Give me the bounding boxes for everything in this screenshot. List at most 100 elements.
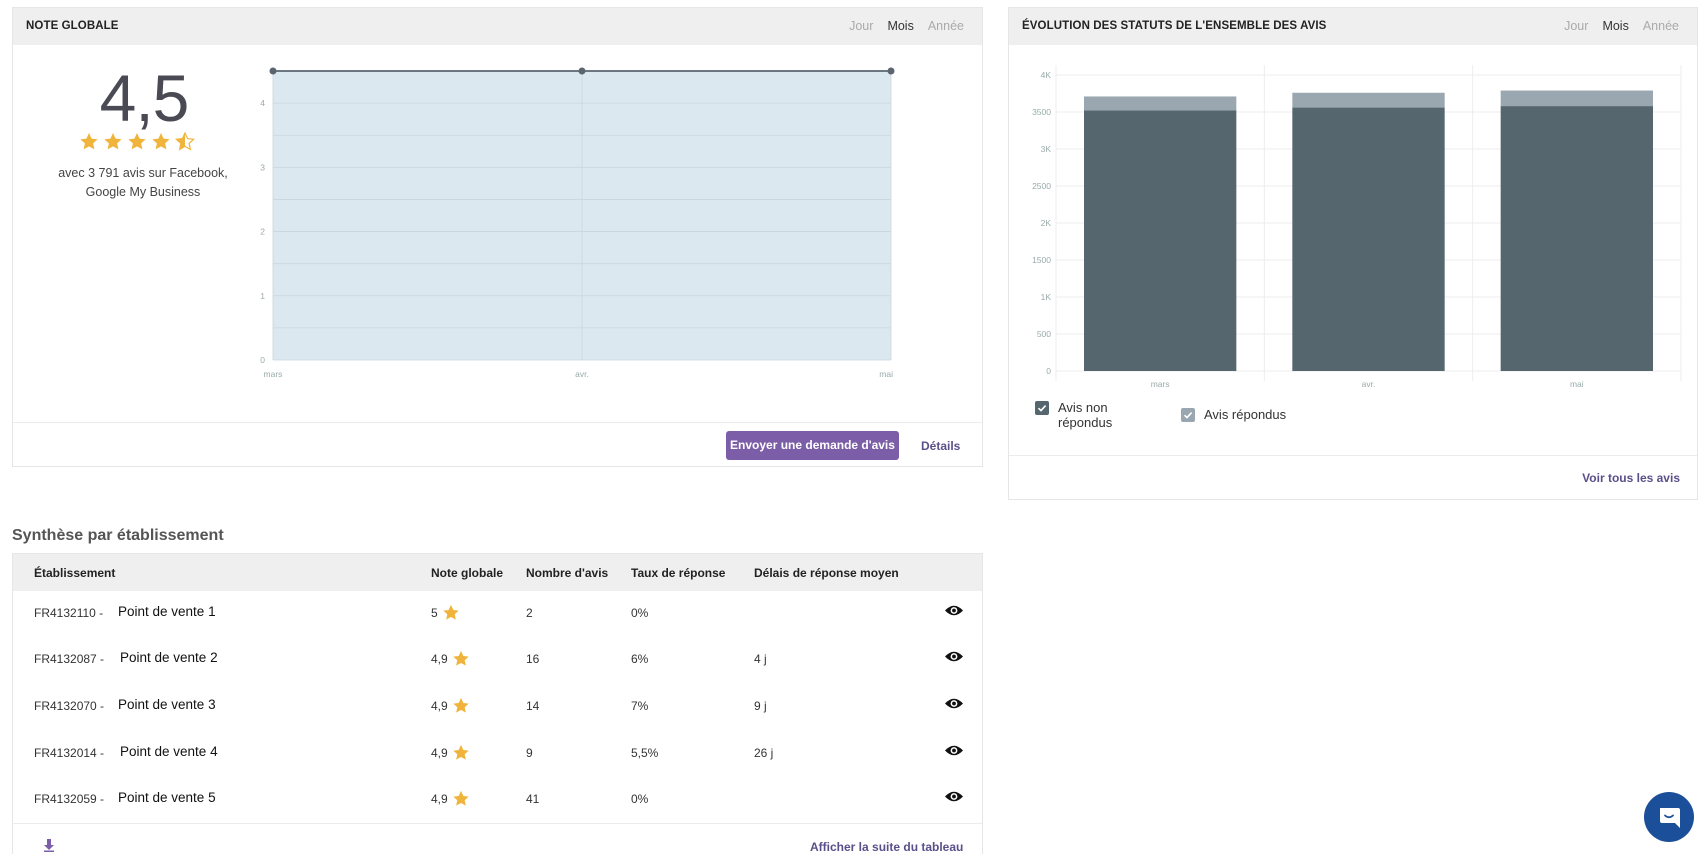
y-tick-label: 500 [1037,329,1051,339]
establishment-code: FR4132014 - [34,746,105,760]
period-month[interactable]: Mois [1602,19,1629,33]
x-tick-label: mars [264,369,283,379]
establishment-note-value: 4,9 [431,652,448,666]
legend-repondus[interactable]: Avis répondus [1181,407,1286,422]
x-tick-label: mai [879,369,893,379]
view-eye-icon[interactable] [944,604,964,620]
view-eye-icon[interactable] [944,790,964,806]
chat-button[interactable] [1644,792,1694,842]
establishment-name: Point de vente 2 [120,650,218,665]
table-row: FR4132087 - Point de vente 2 4,9 16 6% 4 j [13,637,982,683]
global-score: 4,5 [99,61,190,135]
data-point [887,67,895,75]
establishment-note: 4,9 [431,790,470,807]
view-eye-icon[interactable] [944,697,964,713]
bar-repondus [1500,90,1653,107]
legend-label: Avis répondus [1204,407,1287,422]
y-tick-label: 4 [260,98,265,108]
y-tick-label: 3 [260,162,265,172]
bar-non-repondus [1292,107,1445,371]
header-nombre[interactable]: Nombre d'avis [526,566,609,580]
establishment-code: FR4132070 - [34,699,105,713]
reviews-count: 16 [526,652,540,666]
evolution-card: ÉVOLUTION DES STATUTS DE L'ENSEMBLE DES … [1008,7,1698,500]
y-tick-label: 1K [1041,292,1052,302]
x-tick-label: mai [1570,379,1584,389]
establishment-name: Point de vente 5 [118,790,216,805]
reviews-summary-line1: avec 3 791 avis sur Facebook, [58,166,228,180]
reviews-count: 2 [526,606,533,620]
show-more-link[interactable]: Afficher la suite du tableau [810,840,964,854]
establishment-name: Point de vente 3 [118,697,216,712]
star-icon [452,744,469,760]
star-icon [452,650,469,666]
response-delay: 26 j [754,746,774,760]
establishment-note: 4,9 [431,650,470,667]
period-selector: Jour Mois Année [1564,19,1679,33]
header-taux[interactable]: Taux de réponse [631,566,726,580]
establishment-note: 4,9 [431,697,470,714]
view-eye-icon[interactable] [944,650,964,666]
star-icon [452,790,469,806]
score-area-chart: 0 1 2 3 4 mars avr. mai [260,67,895,379]
header-note[interactable]: Note globale [431,566,504,580]
star-icon [442,604,459,620]
response-rate: 5,5% [631,746,659,760]
y-tick-label: 3K [1041,144,1052,154]
y-tick-label: 2 [260,227,265,237]
bar-non-repondus [1500,106,1653,371]
download-icon[interactable] [43,839,55,854]
establishment-note-value: 4,9 [431,792,448,806]
y-tick-label: 1 [260,291,265,301]
period-year[interactable]: Année [927,19,964,33]
note-globale-card: NOTE GLOBALE Jour Mois Année 4,5 avec 3 … [12,7,983,467]
star-icon [452,697,469,713]
table-row: FR4132014 - Point de vente 4 4,9 9 5,5% 26 j [13,731,982,777]
header-etablissement[interactable]: Établissement [34,566,116,580]
bar-repondus [1084,96,1237,111]
period-day[interactable]: Jour [849,19,874,33]
details-link[interactable]: Détails [921,439,961,453]
card-title: ÉVOLUTION DES STATUTS DE L'ENSEMBLE DES … [1022,20,1327,32]
establishment-code: FR4132087 - [34,652,105,666]
x-tick-label: avr. [575,369,589,379]
establishment-code: FR4132110 - [34,606,104,620]
table-row: FR4132059 - Point de vente 5 4,9 41 0% [13,777,982,823]
period-month[interactable]: Mois [887,19,914,33]
data-point [578,67,586,75]
legend-non-repondus[interactable]: Avis non répondus [1035,400,1128,430]
view-eye-icon[interactable] [944,744,964,760]
see-all-reviews-link[interactable]: Voir tous les avis [1582,471,1680,485]
establishment-note: 4,9 [431,744,470,761]
establishment-note-value: 4,9 [431,699,448,713]
card-header: ÉVOLUTION DES STATUTS DE L'ENSEMBLE DES … [1009,8,1697,45]
y-tick-label: 4K [1041,70,1052,80]
period-year[interactable]: Année [1642,19,1679,33]
checkbox-icon[interactable] [1181,408,1195,422]
period-day[interactable]: Jour [1564,19,1589,33]
reviews-count: 41 [526,792,540,806]
y-tick-label: 0 [260,355,265,365]
establishment-name: Point de vente 4 [120,744,218,759]
send-review-request-button[interactable]: Envoyer une demande d'avis [726,431,899,460]
establishment-name: Point de vente 1 [118,604,216,619]
status-bar-chart: 0 500 1K 1500 2K 2500 3K 3500 4K mars avr. mai [1032,65,1682,389]
reviews-count: 9 [526,746,533,760]
reviews-summary-line2: Google My Business [85,185,201,199]
y-tick-label: 3500 [1032,107,1051,117]
data-point [269,67,277,75]
section-title: Synthèse par établissement [12,527,224,544]
card-header: NOTE GLOBALE Jour Mois Année [13,8,982,45]
header-delai[interactable]: Délais de réponse moyen [754,566,899,580]
reviews-summary: avec 3 791 avis sur Facebook, Google My … [43,164,243,202]
y-tick-label: 2500 [1032,181,1051,191]
checkbox-icon[interactable] [1035,401,1049,415]
establishment-table: Établissement Note globale Nombre d'avis… [12,553,983,854]
establishment-code: FR4132059 - [34,792,105,806]
star-icon [175,132,195,151]
establishment-note: 5 [431,604,460,621]
chat-bubble-icon [1660,808,1680,828]
bar-repondus [1292,92,1445,108]
response-rate: 0% [631,606,649,620]
star-rating [79,132,195,151]
